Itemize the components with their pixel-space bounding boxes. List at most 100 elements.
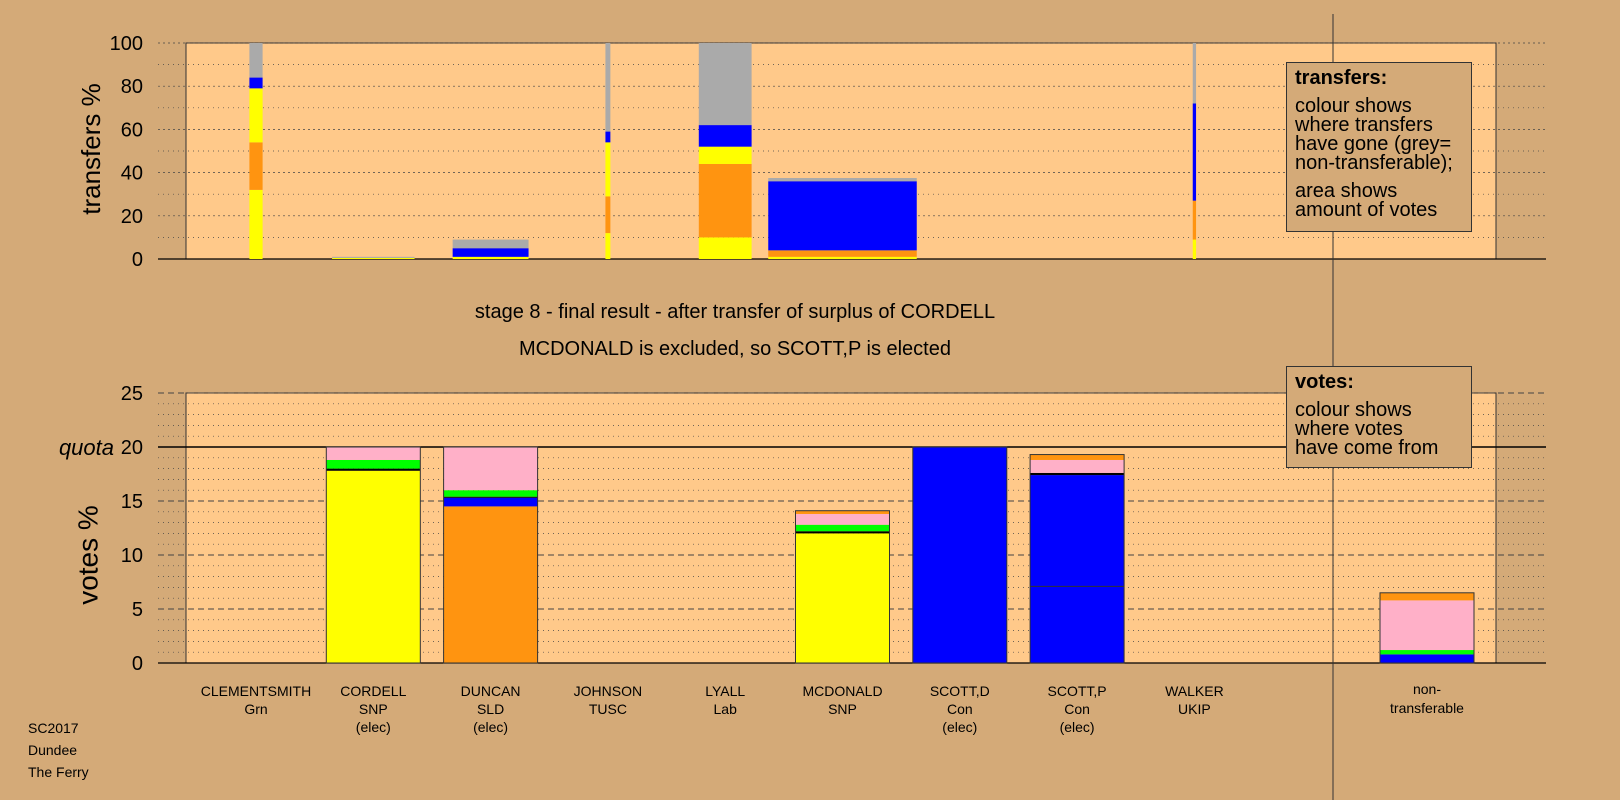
footer-council: Dundee — [28, 742, 78, 758]
transfers-bars — [249, 43, 1197, 259]
transfers-bar-segment — [249, 88, 263, 143]
transfers-tick-label: 0 — [132, 249, 143, 271]
transfers-bar-segment — [452, 256, 529, 259]
transfers-bar-segment — [1192, 239, 1197, 259]
votes-bar-segment — [326, 468, 421, 471]
candidate-label: CORDELL — [340, 683, 406, 699]
candidate-label: (elec) — [356, 719, 391, 735]
votes-bar-segment — [795, 513, 890, 525]
candidate-label: (elec) — [473, 719, 508, 735]
votes-tick-labels: 0 5 10 15 20 25 — [121, 383, 143, 675]
candidate-label: Lab — [714, 701, 738, 717]
votes-bar-outline — [795, 510, 890, 664]
transfers-bar-segment — [332, 256, 415, 258]
votes-bar-segment — [326, 447, 421, 460]
votes-legend-line: have come from — [1295, 437, 1439, 459]
votes-tick-label: 20 — [121, 437, 143, 459]
candidate-label: SCOTT,D — [930, 683, 990, 699]
transfers-axis-title: transfers % — [76, 83, 106, 215]
transfers-tick-label: 80 — [121, 76, 143, 98]
votes-bar-outline — [443, 446, 539, 664]
transfers-bar-segment — [768, 256, 917, 259]
votes-bar-segment — [1030, 472, 1125, 476]
transfers-bar-segment — [1192, 43, 1197, 104]
quota-label: quota — [59, 435, 114, 460]
votes-legend-line: where votes — [1295, 418, 1403, 440]
candidate-label: SNP — [359, 701, 388, 717]
transfers-legend-line: have gone (grey= — [1295, 133, 1452, 155]
nontransferable-bar-segment — [1380, 650, 1474, 655]
votes-bar-segment — [795, 533, 890, 663]
candidate-label: UKIP — [1178, 701, 1211, 717]
votes-bar-segment — [443, 496, 538, 498]
votes-tick-label: 25 — [121, 383, 143, 405]
candidate-label: MCDONALD — [802, 683, 882, 699]
candidate-label: (elec) — [942, 719, 977, 735]
votes-legend-line: colour shows — [1295, 399, 1412, 421]
transfers-bar-segment — [249, 142, 263, 190]
nontransferable-bar-segment — [1380, 600, 1474, 651]
votes-bar-outline — [912, 446, 1008, 664]
votes-bar-segment — [795, 524, 890, 532]
transfers-bar-segment — [452, 248, 529, 257]
transfers-tick-labels: 0 20 40 60 80 100 — [110, 33, 143, 271]
candidate-label: TUSC — [589, 701, 627, 717]
transfers-bar-segment — [1192, 200, 1197, 240]
votes-legend-title: votes: — [1295, 371, 1354, 393]
transfers-tick-label: 20 — [121, 206, 143, 228]
transfers-tick-label: 40 — [121, 163, 143, 185]
transfers-bar-segment — [249, 77, 263, 89]
votes-axis-title: votes % — [72, 505, 103, 605]
transfers-legend-line: where transfers — [1295, 114, 1433, 136]
candidate-label: LYALL — [705, 683, 745, 699]
candidate-label: CLEMENTSMITH — [201, 683, 311, 699]
transfers-bar-segment — [1192, 103, 1197, 201]
transfers-bar-segment — [452, 239, 529, 249]
votes-bars — [325, 446, 1475, 664]
transfers-bar-segment — [605, 131, 611, 143]
votes-bar-segment — [443, 497, 538, 507]
stage-title: stage 8 - final result - after transfer … — [475, 301, 995, 323]
votes-bar-segment — [1030, 586, 1125, 663]
transfers-bar-segment — [698, 43, 752, 126]
votes-bar-segment — [1030, 459, 1125, 473]
transfers-legend-line: non-transferable); — [1295, 152, 1453, 174]
transfers-bar-segment — [605, 142, 611, 197]
candidate-label: Con — [1064, 701, 1090, 717]
candidate-label: SCOTT,P — [1048, 683, 1107, 699]
transfers-bar-segment — [768, 181, 917, 251]
votes-bar-segment — [1030, 475, 1125, 587]
transfers-bar-segment — [605, 43, 611, 132]
candidate-label: Con — [947, 701, 973, 717]
transfers-bar-segment — [249, 43, 263, 78]
footer-election: SC2017 — [28, 720, 79, 736]
votes-tick-label: 10 — [121, 545, 143, 567]
nontransferable-bar-segment — [1380, 654, 1474, 663]
candidate-label: WALKER — [1165, 683, 1224, 699]
transfers-bar-segment — [249, 189, 263, 259]
transfers-tick-label: 60 — [121, 119, 143, 141]
transfers-bar-segment — [698, 237, 752, 259]
votes-tick-label: 0 — [132, 653, 143, 675]
candidate-label: Grn — [244, 701, 267, 717]
votes-bar-segment — [795, 531, 890, 534]
votes-tick-label: 5 — [132, 599, 143, 621]
votes-bar-segment — [443, 506, 538, 663]
transfers-legend-line: amount of votes — [1295, 199, 1438, 221]
candidate-label: (elec) — [1060, 719, 1095, 735]
stage-subtitle: MCDONALD is excluded, so SCOTT,P is elec… — [519, 338, 951, 360]
votes-bar-segment — [795, 510, 890, 514]
transfers-bar-segment — [768, 178, 917, 182]
votes-bar-segment — [912, 447, 1007, 663]
votes-legend: votes: colour shows where votes have com… — [1286, 366, 1472, 468]
candidate-label: DUNCAN — [461, 683, 521, 699]
votes-bar-segment — [443, 490, 538, 497]
transfers-legend-line: colour shows — [1295, 95, 1412, 117]
nontransferable-bar-outline — [1379, 592, 1475, 664]
candidate-label: SNP — [828, 701, 857, 717]
candidate-label: SLD — [477, 701, 504, 717]
transfers-bar-segment — [698, 125, 752, 147]
transfers-bar-segment — [698, 146, 752, 164]
footer-ward: The Ferry — [28, 764, 89, 780]
